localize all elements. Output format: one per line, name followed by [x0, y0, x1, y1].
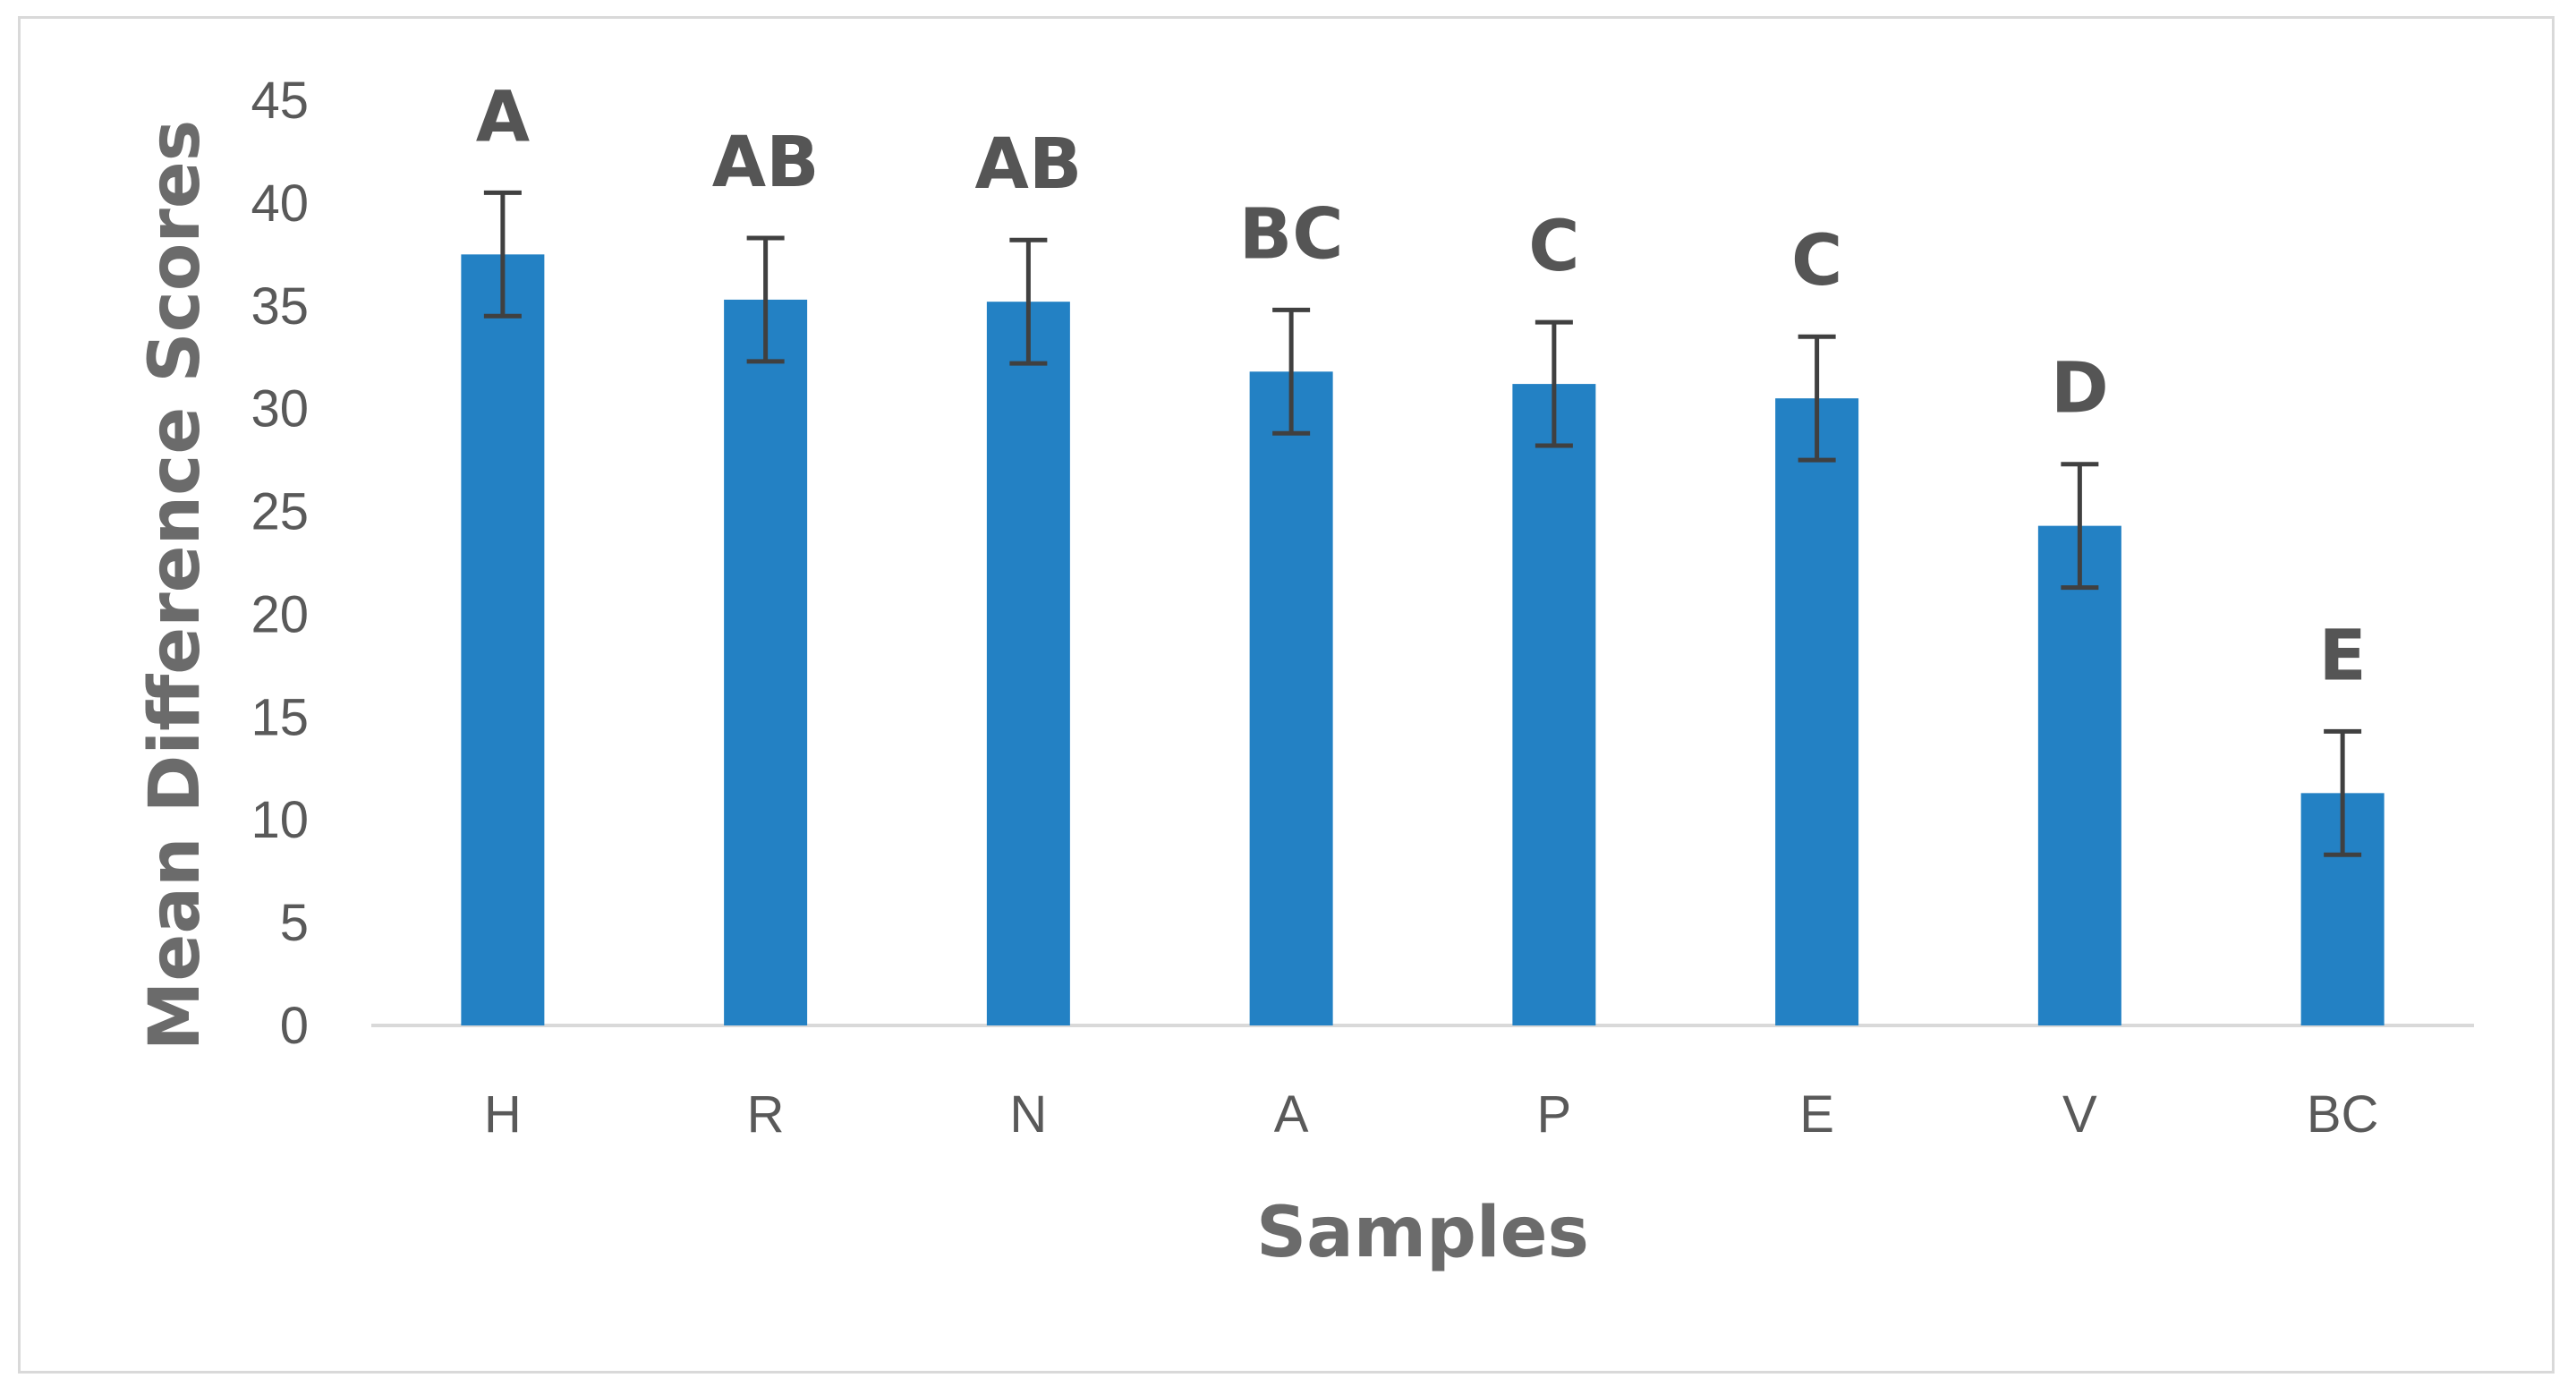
- group-letter-h: A: [476, 77, 530, 157]
- error-bar-e: [1798, 334, 1836, 463]
- error-bar-h: [483, 190, 522, 319]
- y-tick-label: 15: [251, 688, 309, 746]
- x-tick-label: H: [484, 1085, 522, 1144]
- error-bar-v: [2061, 462, 2099, 591]
- x-tick-label: R: [747, 1085, 785, 1144]
- bar-p: [1512, 384, 1596, 1025]
- bars: [461, 254, 2385, 1026]
- bar-n: [986, 302, 1070, 1025]
- group-letters: A AB AB BC C C D E: [476, 77, 2367, 696]
- group-letter-a: BC: [1239, 194, 1344, 275]
- error-bar-p: [1535, 319, 1573, 448]
- x-tick-label: V: [2062, 1085, 2097, 1144]
- y-tick-labels: 0 5 10 15 20 25 30 35 40 45: [251, 72, 309, 1055]
- error-bar-bc: [2324, 728, 2362, 857]
- bar-e: [1775, 398, 1859, 1026]
- error-bars: [483, 190, 2362, 857]
- group-letter-n: AB: [974, 124, 1082, 205]
- bar-r: [724, 299, 808, 1026]
- x-axis-title: Samples: [1256, 1193, 1589, 1273]
- group-letter-e: C: [1791, 221, 1842, 302]
- y-tick-label: 10: [251, 791, 309, 849]
- bar-v: [2037, 525, 2121, 1025]
- error-bar-r: [746, 235, 785, 364]
- bar-a: [1249, 371, 1333, 1026]
- x-tick-label: BC: [2307, 1085, 2379, 1144]
- bar-h: [461, 254, 545, 1025]
- group-letter-bc: E: [2318, 616, 2366, 696]
- error-bar-n: [1009, 237, 1048, 366]
- group-letter-p: C: [1528, 207, 1579, 287]
- y-tick-label: 35: [251, 277, 309, 336]
- x-tick-label: P: [1537, 1085, 1572, 1144]
- x-tick-label: A: [1274, 1085, 1309, 1144]
- y-tick-label: 45: [251, 72, 309, 130]
- error-bar-a: [1272, 307, 1311, 436]
- y-tick-label: 5: [280, 894, 309, 952]
- y-axis-title: Mean Difference Scores: [135, 120, 216, 1051]
- group-letter-v: D: [2051, 349, 2109, 430]
- x-tick-label: N: [1009, 1085, 1047, 1144]
- y-tick-label: 20: [251, 585, 309, 643]
- y-tick-label: 25: [251, 483, 309, 541]
- y-tick-label: 40: [251, 174, 309, 233]
- y-tick-label: 0: [280, 997, 309, 1055]
- x-tick-labels: H R N A P E V BC: [484, 1085, 2378, 1144]
- x-tick-label: E: [1799, 1085, 1834, 1144]
- group-letter-r: AB: [712, 123, 820, 203]
- y-tick-label: 30: [251, 380, 309, 438]
